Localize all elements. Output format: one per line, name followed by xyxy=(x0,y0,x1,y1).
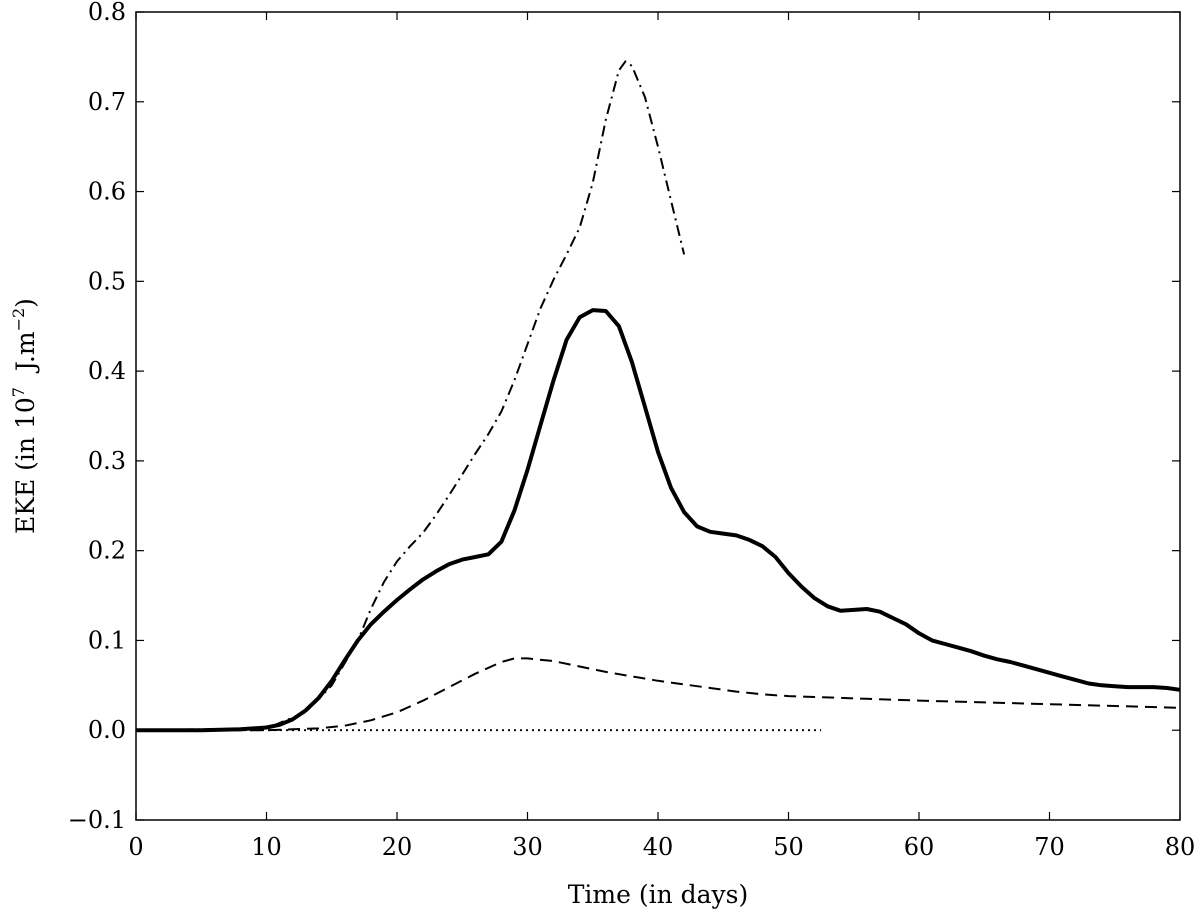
plot-frame xyxy=(135,11,1181,821)
series-line-dash-dot xyxy=(135,60,686,732)
y-tick-label: 0.7 xyxy=(88,88,126,116)
y-tick-label: 0.1 xyxy=(88,626,126,654)
y-axis-label: EKE (in 107 J.m−2) xyxy=(9,298,40,534)
x-axis-label: Time (in days) xyxy=(568,880,749,909)
tick-labels-layer: 0 10 20 30 40 50 60 70 80 −0.1 0.0 0.1 0.2 0.3 0.4 0.5 0… xyxy=(68,0,1196,861)
series-line-solid xyxy=(136,308,1181,733)
y-tick-label: 0.4 xyxy=(88,357,126,385)
x-tick-label: 50 xyxy=(773,833,804,861)
x-tick-label: 0 xyxy=(128,833,143,861)
y-tick-label: 0.6 xyxy=(88,178,126,206)
y-tick-label: 0.8 xyxy=(88,0,126,26)
ticks-layer xyxy=(135,11,1181,821)
x-tick-label: 30 xyxy=(512,833,543,861)
x-tick-label: 10 xyxy=(251,833,282,861)
x-tick-label: 80 xyxy=(1165,833,1196,861)
x-tick-label: 60 xyxy=(904,833,935,861)
x-tick-label: 70 xyxy=(1034,833,1065,861)
series-layer xyxy=(135,60,1181,733)
y-tick-label: 0.5 xyxy=(88,267,126,295)
y-tick-label: 0.2 xyxy=(88,537,126,565)
x-tick-label: 20 xyxy=(382,833,413,861)
series-line-dashed xyxy=(136,657,1181,732)
y-tick-label: −0.1 xyxy=(68,806,126,834)
x-tick-label: 40 xyxy=(643,833,674,861)
y-tick-label: 0.0 xyxy=(88,716,126,744)
y-tick-label: 0.3 xyxy=(88,447,126,475)
